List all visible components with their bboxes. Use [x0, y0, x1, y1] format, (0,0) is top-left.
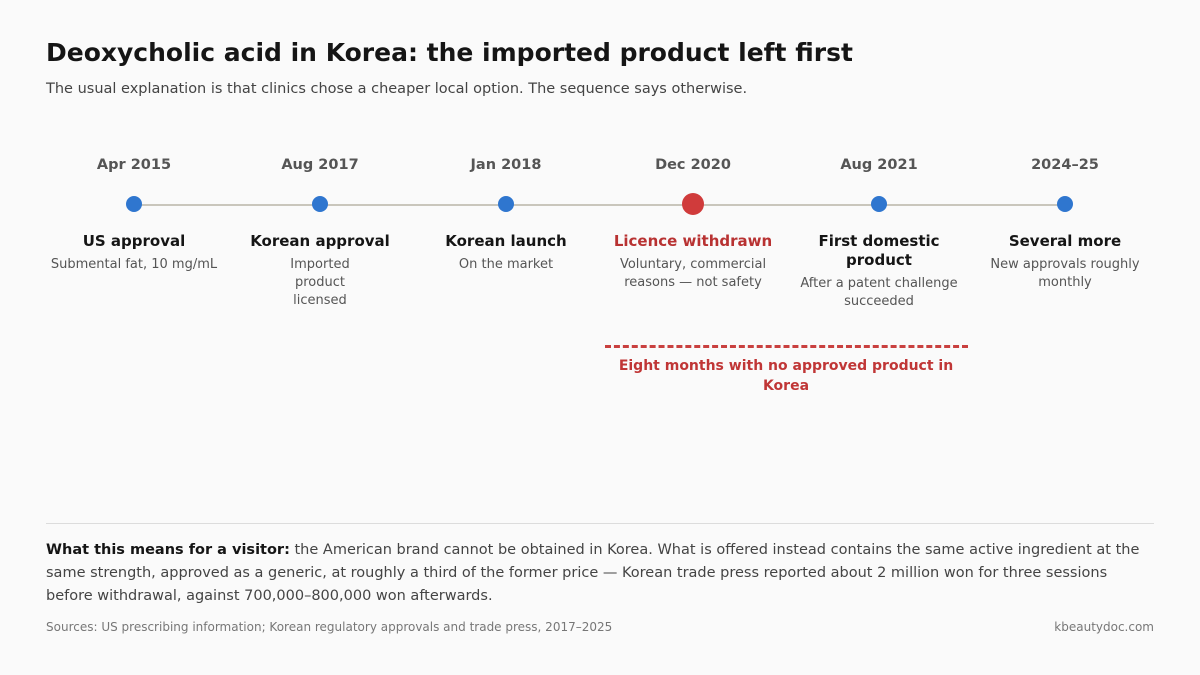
footer-divider: [46, 523, 1154, 524]
timeline-event-first-domestic: Aug 2021 First domestic product After a …: [784, 0, 974, 520]
event-marker: [871, 196, 887, 212]
timeline-event-us-approval: Apr 2015 US approval Submental fat, 10 m…: [39, 0, 229, 520]
event-description: New approvals roughly monthly: [990, 257, 1140, 290]
visitor-note-lead: What this means for a visitor:: [46, 542, 290, 558]
page-title: Deoxycholic acid in Korea: the imported …: [46, 38, 853, 67]
event-marker: [312, 196, 328, 212]
timeline: Apr 2015 US approval Submental fat, 10 m…: [39, 0, 1160, 520]
event-description: Voluntary, commercial reasons — not safe…: [619, 257, 767, 290]
event-marker: [126, 196, 142, 212]
timeline-event-licence-withdrawn: Dec 2020 Licence withdrawn Voluntary, co…: [598, 0, 788, 520]
page-subtitle: The usual explanation is that clinics ch…: [46, 81, 748, 97]
site-credit: kbeautydoc.com: [1054, 620, 1154, 634]
event-marker-highlight: [682, 193, 704, 215]
event-description: Imported product licensed: [290, 257, 350, 308]
gap-bracket: [605, 345, 968, 348]
event-date: Aug 2021: [840, 157, 918, 173]
event-label: US approval: [82, 232, 186, 250]
event-marker: [1057, 196, 1073, 212]
event-label: Korean approval: [250, 232, 390, 250]
timeline-event-korean-approval: Aug 2017 Korean approval Imported produc…: [225, 0, 415, 520]
event-date: Aug 2017: [281, 157, 359, 173]
event-label: Licence withdrawn: [613, 232, 773, 250]
event-date: Jan 2018: [470, 157, 542, 173]
event-date: 2024–25: [1031, 157, 1099, 173]
timeline-event-korean-launch: Jan 2018 Korean launch On the market: [411, 0, 601, 520]
timeline-axis: [134, 203, 1066, 206]
event-label: First domestic product: [818, 232, 940, 269]
event-description: After a patent challenge succeeded: [800, 276, 958, 309]
timeline-event-several-more: 2024–25 Several more New approvals rough…: [970, 0, 1160, 520]
visitor-note: What this means for a visitor: the Ameri…: [46, 539, 1158, 608]
gap-annotation: Eight months with no approved product in…: [618, 358, 954, 394]
event-date: Dec 2020: [655, 157, 731, 173]
event-description: On the market: [458, 257, 554, 272]
event-label: Several more: [1008, 232, 1122, 250]
event-marker: [498, 196, 514, 212]
visitor-note-body: the American brand cannot be obtained in…: [46, 542, 1140, 604]
event-date: Apr 2015: [96, 157, 172, 173]
event-description: Submental fat, 10 mg/mL: [50, 257, 218, 272]
sources-line: Sources: US prescribing information; Kor…: [46, 620, 613, 634]
event-label: Korean launch: [445, 232, 567, 250]
